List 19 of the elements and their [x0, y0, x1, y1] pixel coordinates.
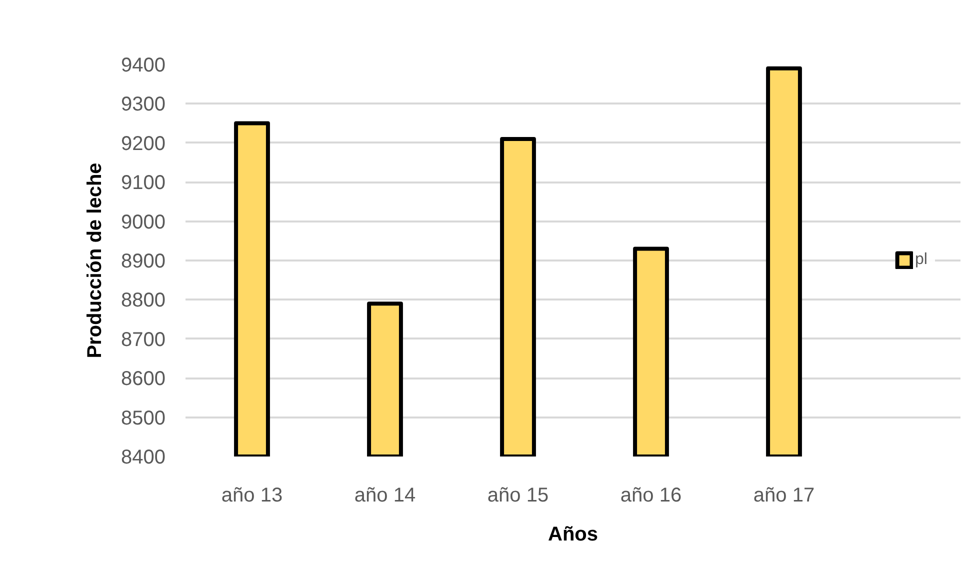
y-tick-label: 8500 [121, 407, 166, 430]
y-tick-label: 8600 [121, 368, 166, 390]
x-tick-label: año 15 [487, 484, 549, 506]
x-tick-label: año 14 [354, 484, 416, 506]
x-tick-label: año 16 [620, 484, 682, 506]
y-tick-label: 8400 [121, 446, 166, 468]
y-tick-label: 9000 [121, 211, 166, 234]
y-tick-label: 8700 [121, 328, 166, 351]
legend-label: pl [915, 251, 928, 269]
y-tick-label: 8900 [121, 250, 166, 272]
y-tick-label: 9300 [121, 94, 166, 116]
y-tick-label: 9400 [121, 54, 166, 76]
y-tick-label: 8800 [121, 290, 166, 312]
y-axis-title: Producción de leche [84, 162, 106, 358]
y-tick-label: 9100 [121, 172, 166, 194]
x-tick-label: año 17 [753, 484, 815, 506]
x-axis-title: Años [548, 524, 598, 546]
x-tick-label: año 13 [221, 484, 283, 506]
y-tick-label: 9200 [121, 132, 166, 155]
